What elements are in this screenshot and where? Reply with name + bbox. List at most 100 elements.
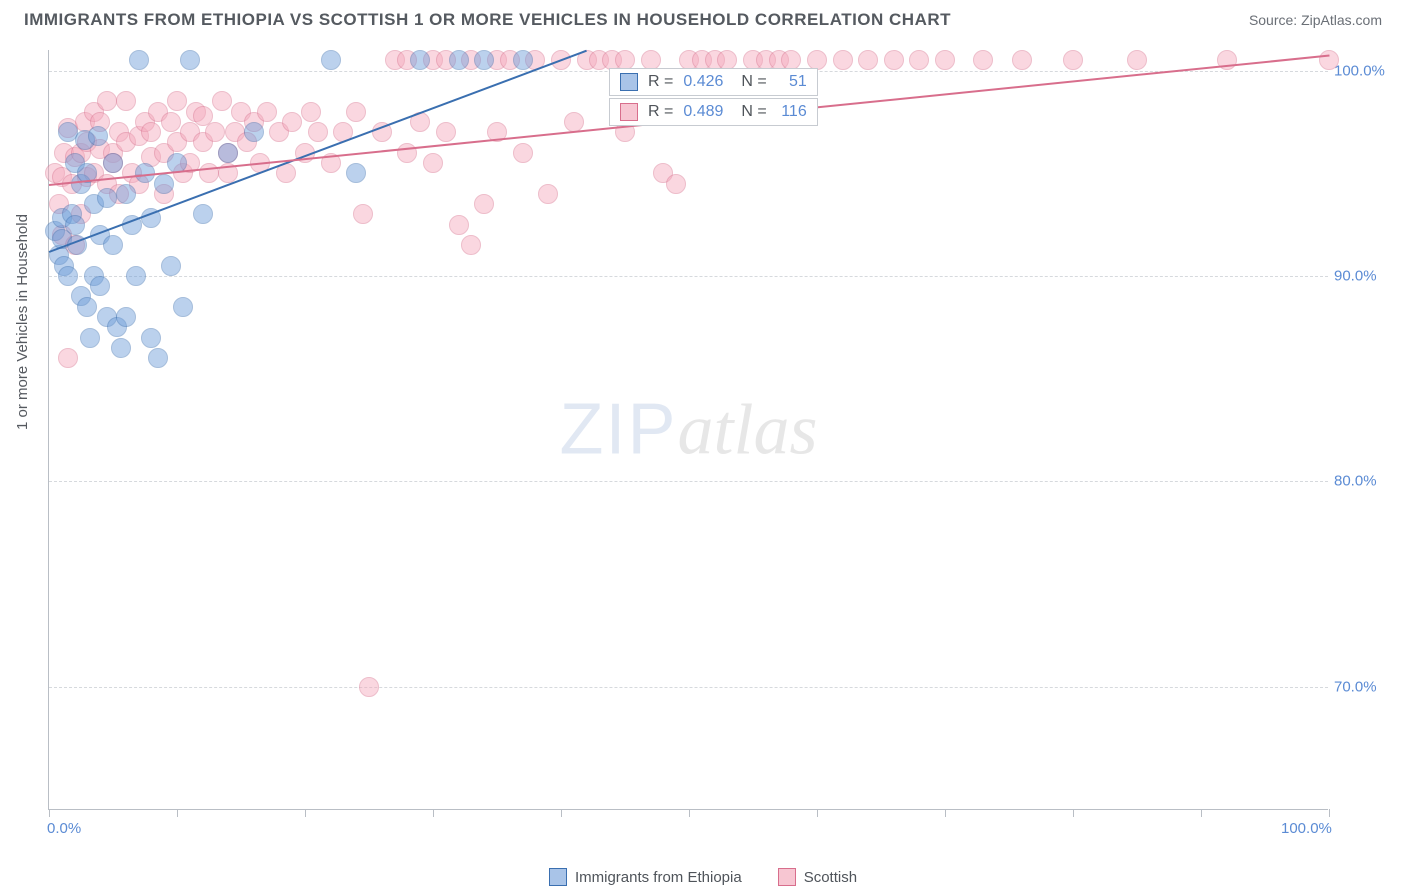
legend-r-value: 0.426 xyxy=(683,73,723,91)
x-tick-label: 0.0% xyxy=(47,820,81,837)
x-tick xyxy=(1201,809,1202,817)
plot-canvas: ZIPatlas 70.0%80.0%90.0%100.0%0.0%100.0%… xyxy=(48,50,1328,810)
data-point xyxy=(353,204,373,224)
legend-n-value: 116 xyxy=(777,103,807,121)
legend-item: Scottish xyxy=(778,868,857,886)
data-point xyxy=(397,143,417,163)
x-tick xyxy=(689,809,690,817)
data-point xyxy=(346,102,366,122)
data-point xyxy=(359,677,379,697)
legend-bottom: Immigrants from Ethiopia Scottish xyxy=(0,868,1406,886)
data-point xyxy=(205,122,225,142)
data-point xyxy=(58,348,78,368)
data-point xyxy=(436,122,456,142)
data-point xyxy=(257,102,277,122)
data-point xyxy=(193,204,213,224)
data-point xyxy=(103,153,123,173)
data-point xyxy=(538,184,558,204)
data-point xyxy=(423,153,443,173)
x-tick-label: 100.0% xyxy=(1281,820,1332,837)
y-tick-label: 100.0% xyxy=(1334,62,1390,79)
correlation-legend-row: R =0.426N =51 xyxy=(609,68,818,96)
data-point xyxy=(564,112,584,132)
data-point xyxy=(884,50,904,70)
data-point xyxy=(97,188,117,208)
gridline xyxy=(49,481,1328,482)
gridline xyxy=(49,276,1328,277)
plot-area: ZIPatlas 70.0%80.0%90.0%100.0%0.0%100.0%… xyxy=(48,50,1328,810)
data-point xyxy=(90,276,110,296)
data-point xyxy=(1319,50,1339,70)
data-point xyxy=(321,50,341,70)
data-point xyxy=(111,338,131,358)
chart-source: Source: ZipAtlas.com xyxy=(1249,12,1382,28)
x-tick xyxy=(49,809,50,817)
data-point xyxy=(167,91,187,111)
data-point xyxy=(116,91,136,111)
data-point xyxy=(909,50,929,70)
data-point xyxy=(461,235,481,255)
y-tick-label: 90.0% xyxy=(1334,267,1390,284)
data-point xyxy=(410,50,430,70)
data-point xyxy=(474,50,494,70)
data-point xyxy=(513,50,533,70)
data-point xyxy=(97,91,117,111)
data-point xyxy=(346,163,366,183)
data-point xyxy=(141,122,161,142)
chart-header: IMMIGRANTS FROM ETHIOPIA VS SCOTTISH 1 O… xyxy=(0,0,1406,36)
data-point xyxy=(148,348,168,368)
legend-n-value: 51 xyxy=(777,73,807,91)
data-point xyxy=(1127,50,1147,70)
data-point xyxy=(58,266,78,286)
legend-n-label: N = xyxy=(741,103,766,121)
x-tick xyxy=(945,809,946,817)
data-point xyxy=(666,174,686,194)
data-point xyxy=(449,215,469,235)
legend-swatch xyxy=(549,868,567,886)
chart-title: IMMIGRANTS FROM ETHIOPIA VS SCOTTISH 1 O… xyxy=(24,10,951,30)
y-tick-label: 80.0% xyxy=(1334,473,1390,490)
data-point xyxy=(513,143,533,163)
y-axis-title: 1 or more Vehicles in Household xyxy=(14,214,31,430)
correlation-legend-row: R = 0.489 N = 116 xyxy=(609,98,818,126)
x-tick xyxy=(305,809,306,817)
x-tick xyxy=(433,809,434,817)
legend-r-label: R = xyxy=(648,73,673,91)
data-point xyxy=(935,50,955,70)
data-point xyxy=(141,328,161,348)
data-point xyxy=(301,102,321,122)
data-point xyxy=(212,91,232,111)
data-point xyxy=(161,112,181,132)
data-point xyxy=(474,194,494,214)
data-point xyxy=(80,328,100,348)
data-point xyxy=(116,184,136,204)
x-tick xyxy=(1329,809,1330,817)
data-point xyxy=(116,307,136,327)
legend-label: Scottish xyxy=(804,869,857,886)
data-point xyxy=(858,50,878,70)
data-point xyxy=(161,256,181,276)
watermark-atlas: atlas xyxy=(677,389,817,469)
x-tick xyxy=(817,809,818,817)
legend-label: Immigrants from Ethiopia xyxy=(575,869,742,886)
legend-r-value: 0.489 xyxy=(683,103,723,121)
data-point xyxy=(282,112,302,132)
data-point xyxy=(449,50,469,70)
data-point xyxy=(1012,50,1032,70)
watermark-zip: ZIP xyxy=(559,389,677,469)
legend-r-label: R = xyxy=(648,103,673,121)
x-tick xyxy=(1073,809,1074,817)
x-tick xyxy=(177,809,178,817)
data-point xyxy=(1063,50,1083,70)
data-point xyxy=(973,50,993,70)
y-tick-label: 70.0% xyxy=(1334,678,1390,695)
data-point xyxy=(65,215,85,235)
legend-swatch xyxy=(620,73,638,91)
data-point xyxy=(173,297,193,317)
data-point xyxy=(244,122,264,142)
legend-swatch xyxy=(778,868,796,886)
legend-swatch xyxy=(620,103,638,121)
watermark: ZIPatlas xyxy=(559,388,817,471)
data-point xyxy=(88,126,108,146)
gridline xyxy=(49,687,1328,688)
